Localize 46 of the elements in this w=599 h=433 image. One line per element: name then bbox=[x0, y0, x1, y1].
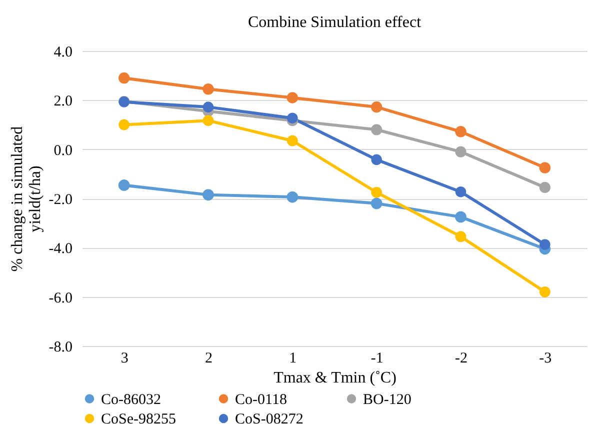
point bbox=[370, 101, 382, 113]
x-tick-label: -3 bbox=[539, 350, 552, 366]
x-tick-label: -1 bbox=[370, 350, 384, 366]
point bbox=[371, 124, 382, 136]
point bbox=[118, 72, 130, 84]
y-tick-label: -2.0 bbox=[48, 192, 72, 208]
x-axis-title: Tmax & Tmin (˚C) bbox=[274, 370, 396, 386]
point bbox=[455, 146, 466, 158]
x-tick-label: 3 bbox=[120, 350, 128, 366]
point bbox=[202, 189, 214, 200]
chart-title: Combine Simulation effect bbox=[248, 14, 422, 31]
x-tick-label: 1 bbox=[289, 350, 297, 366]
legend-label: CoSe-98255 bbox=[101, 412, 176, 428]
point bbox=[202, 83, 214, 95]
point bbox=[455, 126, 466, 138]
point bbox=[539, 162, 551, 174]
point bbox=[286, 135, 298, 146]
point bbox=[371, 154, 382, 166]
legend-label: CoS-08272 bbox=[235, 412, 304, 428]
y-tick-label: 0.0 bbox=[54, 142, 72, 159]
point bbox=[118, 119, 130, 130]
point bbox=[540, 239, 550, 250]
y-tick-label: 2.0 bbox=[54, 94, 72, 110]
y-axis-title: % change in simulated yield(t/ha) bbox=[8, 126, 44, 272]
point bbox=[202, 115, 214, 126]
y-tick-label: -8.0 bbox=[48, 340, 72, 356]
y-tick-label: -6.0 bbox=[48, 290, 72, 306]
x-tick-label: -2 bbox=[455, 350, 468, 366]
y-tick-label: -4.0 bbox=[48, 241, 72, 258]
legend-label: Co-0118 bbox=[235, 392, 287, 408]
legend-label: BO-120 bbox=[363, 392, 412, 408]
point bbox=[370, 198, 382, 210]
point bbox=[286, 92, 298, 104]
point bbox=[371, 186, 382, 198]
point bbox=[455, 231, 466, 242]
point bbox=[455, 211, 466, 223]
point bbox=[539, 182, 550, 193]
x-tick-label: 2 bbox=[205, 350, 212, 366]
y-tick-label: 4.0 bbox=[54, 44, 72, 60]
legend-label: Co-86032 bbox=[101, 392, 161, 408]
point bbox=[286, 191, 298, 203]
point bbox=[287, 112, 298, 124]
point bbox=[202, 102, 214, 112]
point bbox=[539, 286, 550, 298]
point bbox=[118, 180, 130, 191]
point bbox=[455, 186, 466, 198]
